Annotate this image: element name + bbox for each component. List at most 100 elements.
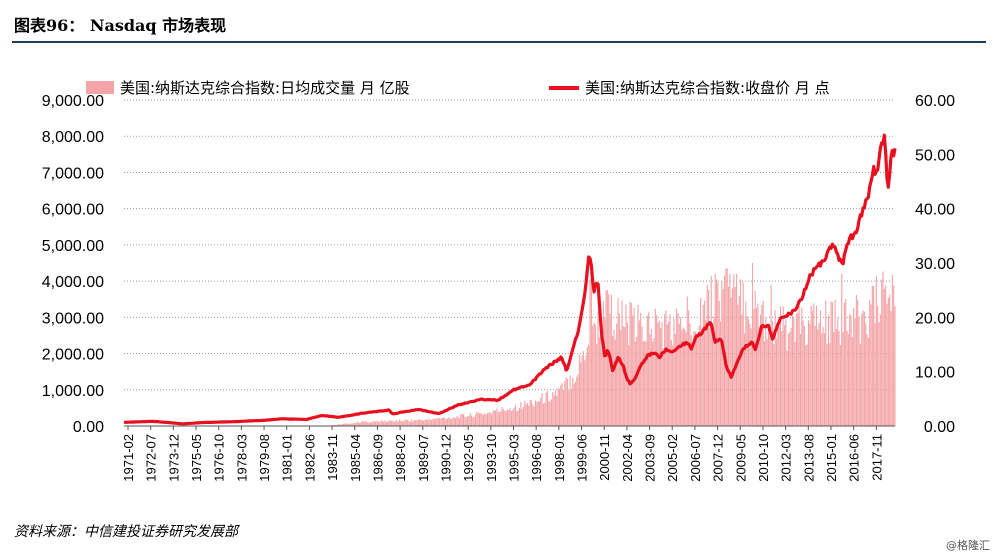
volume-bar [666,324,668,426]
volume-bar [672,345,674,426]
volume-bar [825,300,827,426]
volume-bar [653,338,655,426]
volume-bar [697,334,699,426]
volume-bar [576,376,578,426]
volume-bar [833,331,835,426]
volume-bar [456,416,458,426]
volume-bar [380,420,382,426]
volume-bar [762,300,764,426]
x-tick-label: 1996-08 [529,434,544,482]
volume-bar [809,323,811,426]
volume-bar [447,418,449,426]
volume-bar [789,332,791,426]
x-tick-label: 1976-10 [212,434,227,482]
volume-bar [853,307,855,426]
volume-bar [433,418,435,426]
x-tick-label: 1993-10 [484,434,499,482]
legend-volume-label: 美国:纳斯达克综合指数:日均成交量 月 亿股 [120,79,410,97]
volume-bar [630,302,632,426]
volume-bar [870,304,872,426]
volume-bar [510,411,513,426]
volume-bar [673,318,675,426]
volume-bar [874,323,876,426]
volume-bar [464,416,466,426]
volume-bar [654,308,656,426]
volume-bar [851,337,853,426]
volume-bar [636,336,638,426]
x-tick-label: 1982-06 [302,434,317,482]
volume-bar [517,410,519,426]
volume-bar [497,411,499,426]
volume-bar [577,374,579,426]
volume-bar [686,296,688,426]
volume-bar [528,405,530,426]
volume-bar [360,422,362,426]
volume-bar [813,303,815,426]
volume-bar [444,418,446,426]
volume-bar [657,322,659,426]
volume-bar [625,304,627,426]
volume-bar [614,339,616,426]
volume-bar [381,420,383,426]
volume-bar [717,282,719,426]
y-right-tick-label: 10.00 [915,365,955,382]
volume-bar [441,417,443,426]
volume-bar [549,401,551,426]
x-tick-label: 1981-01 [280,434,295,482]
volume-bar [384,420,386,426]
x-tick-label: 1998-01 [552,434,567,482]
volume-bar [469,412,471,426]
volume-bar [530,400,533,426]
volume-bar [391,420,393,426]
volume-bar [862,310,864,426]
volume-bar [644,340,646,426]
volume-bar [525,404,527,426]
volume-bar [882,271,884,426]
volume-bar [894,306,896,426]
volume-bar [737,304,739,426]
y-left-tick-label: 1,000.00 [42,383,104,400]
volume-bar [536,402,538,426]
volume-bar [714,273,716,426]
volume-bar [388,420,390,426]
x-tick-label: 2003-09 [643,434,658,482]
legend-close-label: 美国:纳斯达克综合指数:收盘价 月 点 [585,79,830,97]
volume-bar [429,419,431,426]
volume-bar [801,307,803,426]
x-tick-label: 1990-12 [438,434,453,482]
volume-bar [875,276,877,426]
volume-bar [420,420,422,426]
volume-bar [403,421,405,426]
x-tick-label: 2015-01 [824,434,839,482]
volume-bar [352,423,354,426]
volume-bar [794,341,796,426]
volume-bar [424,419,426,426]
volume-bar [477,412,479,426]
volume-bar [467,416,469,426]
volume-bar [829,343,831,426]
x-tick-label: 1972-07 [144,434,159,482]
volume-bar [665,310,667,426]
volume-bar [661,322,663,426]
volume-bar [827,315,829,426]
volume-bar [363,421,365,426]
close-line-group [123,133,897,426]
volume-bar [866,334,868,426]
volume-bar [459,418,461,426]
volume-bar [570,388,572,426]
volume-bar [846,330,848,426]
volume-bar [357,422,359,426]
volume-bar [389,420,391,426]
volume-bar [779,306,782,426]
volume-bar [597,312,599,426]
volume-bar [729,273,731,426]
volume-bar [759,314,762,426]
volume-bar [604,317,606,426]
volume-bar [632,315,634,426]
volume-bar [482,414,485,426]
y-left-tick-label: 7,000.00 [42,165,104,182]
volume-bar [893,285,895,426]
volume-bar [397,421,399,426]
volume-bar [372,421,374,426]
x-tick-label: 1971-02 [121,434,136,482]
